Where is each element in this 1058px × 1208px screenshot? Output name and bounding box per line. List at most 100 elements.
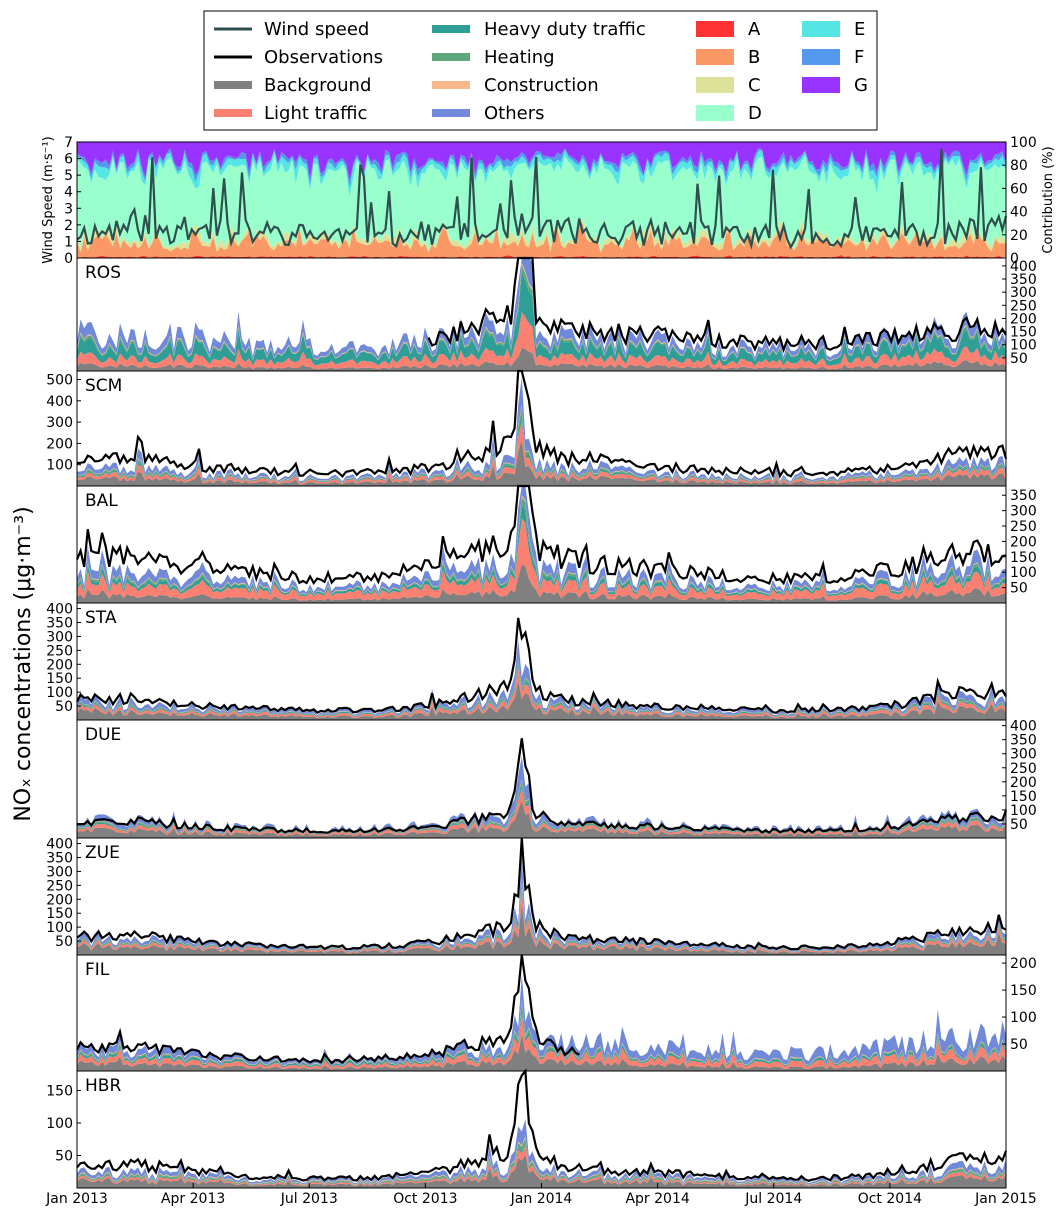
background-area — [77, 347, 1006, 371]
heavy_duty-area — [77, 272, 1006, 366]
station-label: DUE — [85, 725, 121, 745]
legend-label: B — [748, 47, 760, 68]
legend-label: Heavy duty traffic — [484, 19, 646, 40]
legend-swatch — [696, 105, 734, 121]
light_traffic-area — [77, 888, 1006, 954]
construction-area — [77, 404, 1006, 483]
stability-class-area — [77, 142, 1006, 181]
y-tick-label: 100 — [46, 1116, 73, 1132]
y-tick-label: 50 — [1010, 1037, 1028, 1053]
legend-label: Others — [484, 103, 545, 124]
background-area — [77, 564, 1006, 603]
background-area — [77, 440, 1006, 486]
y-tick-label: 300 — [1010, 747, 1037, 763]
y-tick-label: 400 — [1010, 719, 1037, 735]
y-tick-label: 200 — [46, 657, 73, 673]
y-tick-label: 200 — [46, 436, 73, 452]
chart-panels: 0123456702040608010050100150200250300350… — [45, 135, 1037, 1207]
y-tick-label: 150 — [1010, 325, 1037, 341]
observations-line — [76, 837, 1007, 951]
legend-label: C — [748, 75, 761, 96]
y-tick-label: 250 — [46, 643, 73, 659]
y-tick-label: 250 — [1010, 298, 1037, 314]
y-tick-label: 200 — [46, 892, 73, 908]
others-area — [77, 1118, 1006, 1185]
station-label: HBR — [85, 1076, 121, 1096]
background-area — [77, 1154, 1006, 1188]
y-tick-label: 100 — [46, 685, 73, 701]
heavy_duty-area — [77, 784, 1006, 836]
legend: Wind speed Observations Background Light tr… — [203, 10, 878, 131]
station-label: BAL — [85, 491, 118, 511]
y-tick-label: 300 — [46, 864, 73, 880]
legend-swatch — [802, 77, 840, 93]
legend-label: E — [854, 19, 865, 40]
legend-label: Observations — [264, 47, 383, 68]
others-area — [77, 855, 1006, 952]
contribution-tick-label: 0 — [1010, 251, 1019, 267]
stability-class-area — [77, 254, 1006, 258]
contribution-tick-label: 20 — [1010, 228, 1028, 244]
light_traffic-area — [77, 667, 1006, 719]
y-tick-label: 350 — [1010, 733, 1037, 749]
wind-tick-label: 5 — [64, 168, 73, 184]
y-tick-label: 400 — [46, 394, 73, 410]
legend-label: Wind speed — [264, 19, 369, 40]
y-tick-label: 150 — [46, 671, 73, 687]
y-tick-label: 250 — [1010, 519, 1037, 535]
stability-class-area — [77, 223, 1006, 258]
y-tick-label: 150 — [46, 1084, 73, 1100]
wind-tick-label: 0 — [64, 251, 73, 267]
y-tick-label: 100 — [1010, 803, 1037, 819]
y-tick-label: 50 — [1010, 351, 1028, 367]
legend-label: G — [854, 75, 868, 96]
wind-y-axis-label: Wind Speed (m·s⁻¹) — [41, 136, 56, 263]
contribution-tick-label: 100 — [1010, 135, 1037, 151]
heavy_duty-area — [77, 505, 1006, 597]
y-tick-label: 50 — [1010, 817, 1028, 833]
heating-area — [77, 406, 1006, 483]
y-tick-label: 100 — [1010, 338, 1037, 354]
others-area — [77, 258, 1006, 361]
wind-tick-label: 4 — [64, 185, 73, 201]
legend-label: Light traffic — [264, 103, 367, 124]
contribution-tick-label: 40 — [1010, 205, 1028, 221]
stability-class-area — [77, 155, 1006, 251]
contribution-y-axis-label: Contribution (%) — [1041, 146, 1056, 253]
others-area — [77, 974, 1006, 1067]
y-tick-label: 150 — [1010, 550, 1037, 566]
y-tick-label: 100 — [46, 920, 73, 936]
wind-tick-label: 6 — [64, 152, 73, 168]
legend-swatch — [802, 49, 840, 65]
y-tick-label: 350 — [46, 616, 73, 632]
background-area — [77, 902, 1006, 955]
others-area — [77, 486, 1006, 595]
x-axis: Jan 2013 Apr 2013 Jul 2013 Oct 2013 Jan 2014… — [45, 1183, 1037, 1207]
x-tick-label: Oct 2013 — [393, 1191, 457, 1207]
y-tick-label: 300 — [46, 629, 73, 645]
y-tick-label: 50 — [55, 1149, 73, 1165]
y-tick-label: 250 — [46, 878, 73, 894]
station-label: SCM — [85, 376, 122, 396]
legend-label: Heating — [484, 47, 555, 68]
light_traffic-area — [77, 420, 1006, 485]
legend-frame — [203, 10, 878, 131]
legend-label: D — [748, 103, 762, 124]
light_traffic-area — [77, 788, 1006, 837]
y-tick-label: 150 — [46, 906, 73, 922]
x-tick-label: Jul 2013 — [280, 1191, 338, 1207]
legend-swatch — [802, 21, 840, 37]
x-tick-label: Jul 2014 — [744, 1191, 802, 1207]
heating-area — [77, 878, 1006, 953]
station-label: FIL — [85, 960, 110, 980]
y-tick-label: 100 — [1010, 1010, 1037, 1026]
legend-label: Construction — [484, 75, 599, 96]
y-tick-label: 350 — [1010, 272, 1037, 288]
observations-line — [75, 484, 1007, 586]
y-tick-label: 50 — [1010, 581, 1028, 597]
